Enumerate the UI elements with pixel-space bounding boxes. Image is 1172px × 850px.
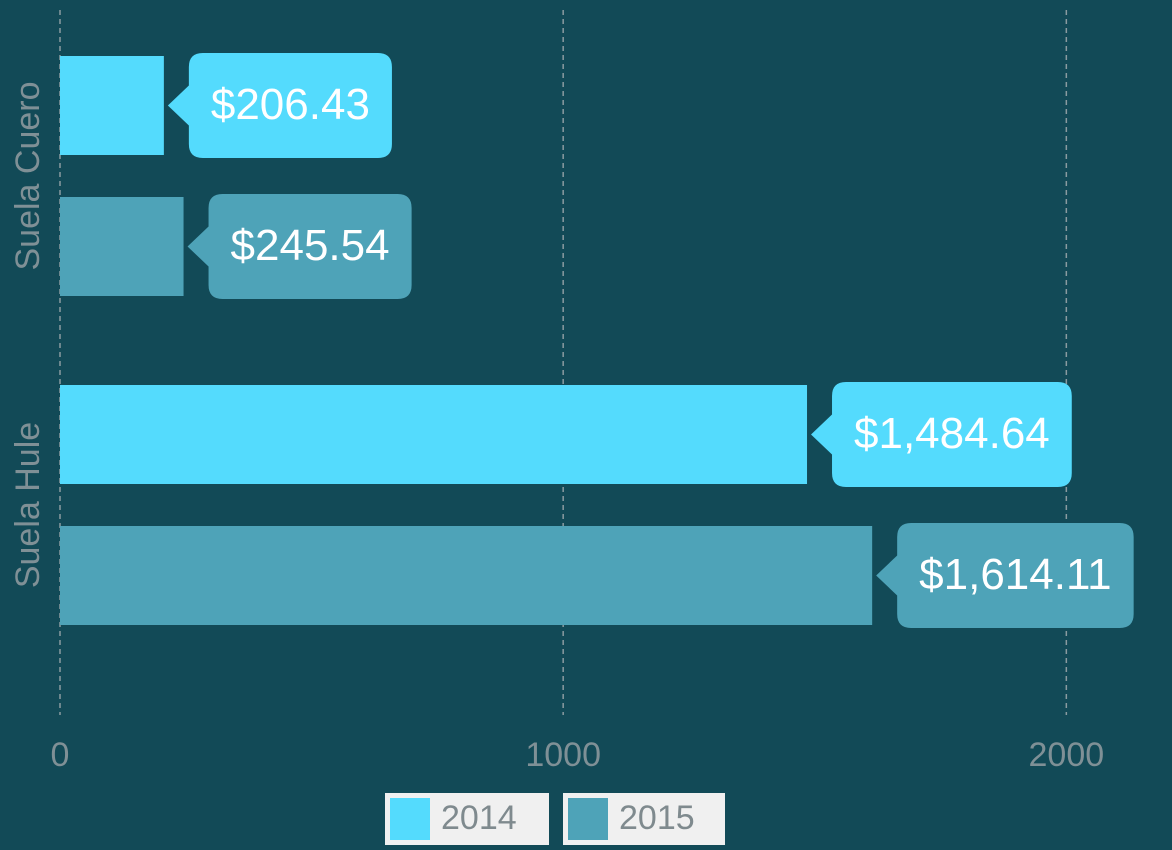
callout-box xyxy=(167,53,392,158)
bar xyxy=(60,385,808,484)
legend-swatch xyxy=(568,798,608,840)
value-label: $206.43 xyxy=(211,80,370,129)
value-callout: $245.54 xyxy=(187,194,412,299)
y-tick-label: Suela Cuero xyxy=(9,81,47,270)
y-tick-label: Suela Hule xyxy=(9,422,47,588)
callout-box xyxy=(876,523,1134,628)
x-tick-label: 1000 xyxy=(525,736,601,774)
value-callout: $206.43 xyxy=(167,53,392,158)
bar xyxy=(60,56,164,155)
callout-box xyxy=(811,382,1072,487)
bar xyxy=(60,526,873,625)
bar xyxy=(60,197,184,296)
value-callout: $1,614.11 xyxy=(876,523,1134,628)
value-callout: $1,484.64 xyxy=(811,382,1072,487)
x-tick-label: 2000 xyxy=(1029,736,1105,774)
x-tick-label: 0 xyxy=(51,736,70,774)
callout-box xyxy=(187,194,412,299)
legend-label: 2014 xyxy=(441,799,517,837)
legend-label: 2015 xyxy=(619,799,695,837)
value-label: $1,614.11 xyxy=(919,550,1111,599)
legend-swatch xyxy=(390,798,430,840)
legend-item: 2015 xyxy=(563,793,725,845)
value-label: $245.54 xyxy=(231,221,390,270)
legend-item: 2014 xyxy=(385,793,549,845)
value-label: $1,484.64 xyxy=(854,409,1050,458)
